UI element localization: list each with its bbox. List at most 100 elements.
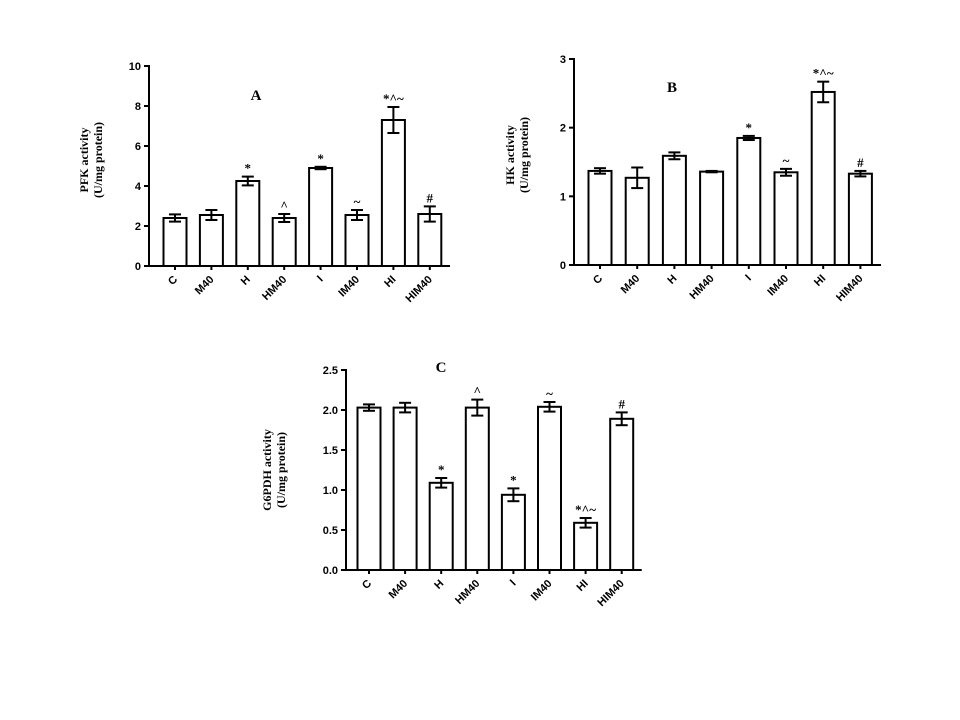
panel-c-xtick-label: C (360, 578, 374, 592)
panel-c-xtick-label: I (508, 578, 519, 589)
panel-a-annotation: ^ (280, 198, 288, 213)
panel-a-ytick-label: 8 (135, 101, 141, 113)
panel-b-bar (736, 136, 762, 266)
panel-c-error-bar (579, 517, 592, 529)
panel-b-xtick-label: I (743, 273, 754, 284)
panel-b-ytick-label: 3 (560, 54, 566, 66)
panel-a-xtick-label: C (166, 274, 180, 288)
panel-c-annotation: # (618, 396, 625, 411)
panel-a-ylabel-line: (U/mg protein) (91, 122, 105, 198)
panel-b-ytick-label: 0 (560, 260, 566, 272)
panel-a-error-bar (387, 106, 400, 134)
panel-b-error-bar (594, 167, 606, 175)
panel-b-xtick-label: HIM40 (834, 273, 865, 304)
panel-b-xtick-label: HM40 (687, 273, 716, 302)
panel-b-ylabel: HK activity(U/mg protein) (503, 117, 531, 193)
panel-a-ytick-label: 4 (135, 181, 142, 193)
panel-c-ytick-label: 2.0 (323, 405, 338, 417)
panel-b-bar (773, 171, 799, 266)
panel-a-annotation: ~ (354, 194, 361, 209)
panel-b-xtick-label: H (665, 273, 679, 287)
panel-a-bar (162, 217, 188, 267)
panel-c-xtick-label: HI (574, 578, 590, 594)
panel-c-xtick-label: HIM40 (595, 578, 626, 609)
panel-c-annotation: * (438, 462, 445, 477)
panel-a: 0 2 4 6 8 10 PFK activity(U/mg protein) A C M40 * H… (77, 61, 450, 305)
panel-b-ytick-label: 1 (560, 191, 566, 203)
panel-a-bar (344, 214, 370, 267)
panel-a-ylabel: PFK activity(U/mg protein) (77, 122, 105, 198)
panel-c-ytick-label: 1.0 (323, 485, 338, 497)
panel-b-error-bar (668, 151, 681, 161)
panel-c-bar (464, 406, 490, 571)
panel-a-xtick-label: HM40 (260, 274, 289, 303)
panel-a-error-bar (169, 213, 181, 223)
panel-a-bar (235, 180, 261, 267)
panel-b-annotation: ~ (783, 153, 790, 168)
panel-b-error-bar (742, 134, 755, 142)
panel-b: 0 1 2 3 HK activity(U/mg protein) B C M40 H HM40 *… (503, 54, 881, 304)
panel-a-error-bar (205, 209, 218, 221)
panel-a-label: A (251, 88, 262, 104)
panel-c-bar (573, 521, 599, 571)
panel-a-error-bar (423, 205, 436, 223)
panel-b-bar (624, 176, 650, 266)
panel-a-error-bar (241, 175, 254, 187)
panel-c-ytick-label: 2.5 (323, 365, 338, 377)
panel-c-label: C (436, 360, 447, 376)
panel-a-xtick-label: H (239, 274, 253, 288)
panel-b-bar (661, 154, 687, 267)
panel-c-xtick-label: IM40 (529, 578, 555, 604)
panel-c-annotation: * (510, 472, 517, 487)
panel-b-xtick-label: HI (812, 273, 828, 289)
panel-c-error-bar (471, 398, 484, 417)
panel-c-ytick-label: 0.0 (323, 565, 338, 577)
panel-a-annotation: * (245, 161, 252, 176)
panel-b-error-bar (780, 167, 792, 177)
panel-a-ytick-label: 10 (129, 61, 141, 73)
panel-b-error-bar (705, 169, 718, 174)
panel-c-bar (392, 406, 418, 571)
panel-b-error-bar (817, 80, 830, 104)
panel-c-xtick-label: HM40 (453, 578, 482, 607)
panel-c-bar (356, 406, 382, 571)
panel-b-xtick-label: IM40 (765, 273, 791, 299)
panel-a-ylabel-line: PFK activity (77, 128, 91, 193)
panel-b-ylabel-line: HK activity (503, 125, 517, 185)
panel-c-annotation: ~ (546, 386, 553, 401)
panel-b-annotation: # (857, 155, 864, 170)
panel-c-error-bar (435, 477, 448, 489)
panel-c-annotation: ^ (474, 384, 482, 399)
panel-a-annotation: # (427, 190, 434, 205)
panel-c-bar (537, 405, 562, 571)
panel-b-bar (847, 172, 873, 267)
panel-c-ytick-label: 0.5 (323, 525, 338, 537)
panel-a-xtick-label: IM40 (336, 274, 362, 300)
panel-a-error-bar (278, 213, 291, 223)
panel-a-error-bar (351, 209, 363, 221)
panel-c-error-bar (543, 401, 556, 413)
panel-b-ylabel-line: (U/mg protein) (517, 117, 531, 193)
panel-b-bar (587, 169, 613, 266)
panel-b-xtick-label: C (591, 273, 605, 287)
panel-c-annotation: *^~ (575, 502, 596, 517)
panel-c-xtick-label: M40 (387, 578, 411, 602)
panel-c-ytick-label: 1.5 (323, 445, 338, 457)
panel-c-bar (609, 417, 635, 571)
panel-c-error-bar (507, 487, 520, 503)
panel-b-bar (699, 170, 725, 266)
panel-b-error-bar (854, 169, 867, 178)
panel-a-bar (308, 167, 334, 267)
panel-a-bar (380, 119, 406, 267)
panel-c-ylabel-line: (U/mg protein) (274, 432, 288, 508)
panel-a-annotation: * (317, 151, 324, 166)
panel-c-error-bar (615, 411, 628, 427)
panel-c-bar (428, 481, 454, 571)
panel-b-bar (810, 90, 836, 266)
panel-b-error-bar (631, 166, 644, 190)
panel-a-xtick-label: HIM40 (404, 274, 435, 305)
panel-a-annotation: *^~ (383, 91, 404, 106)
panel-b-xtick-label: M40 (619, 273, 643, 297)
